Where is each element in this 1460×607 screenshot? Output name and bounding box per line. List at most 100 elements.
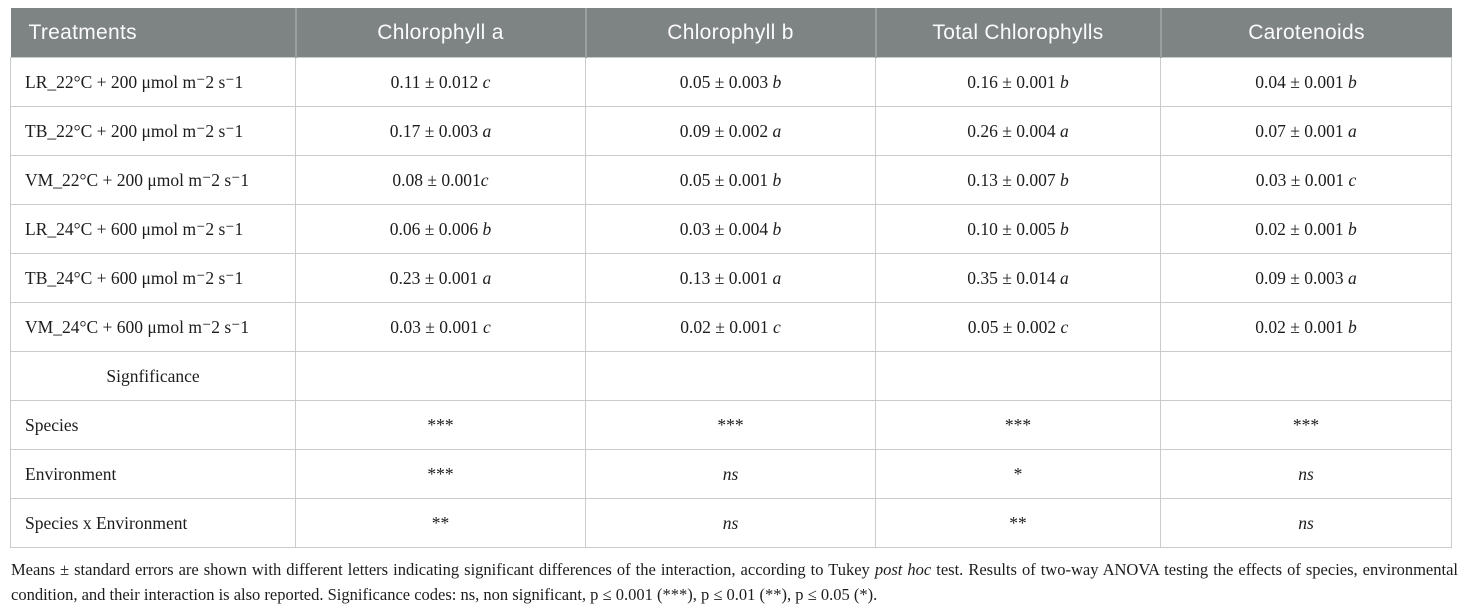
empty-cell (295, 351, 586, 401)
ns-value: ns (722, 512, 739, 533)
stars-value: * (1013, 463, 1023, 484)
significance-cell: *** (295, 449, 586, 499)
measurement-value: 0.02 ± 0.001 (1255, 316, 1348, 337)
measurement-value: 0.08 ± 0.001 (392, 169, 481, 190)
table-footnote: Means ± standard errors are shown with d… (11, 557, 1458, 607)
significance-letter: a (1059, 267, 1069, 288)
stars-value: *** (427, 463, 454, 484)
significance-letter: c (482, 316, 491, 337)
treatment-label: VM_24°C + 600 μmol m⁻2 s⁻1 (10, 302, 296, 352)
value-cell: 0.35 ± 0.014 a (875, 253, 1161, 303)
table-row: VM_24°C + 600 μmol m⁻2 s⁻1 0.03 ± 0.001 … (10, 302, 1452, 352)
value-cell: 0.07 ± 0.001 a (1160, 106, 1452, 156)
results-table: Treatments Chlorophyll a Chlorophyll b T… (10, 8, 1452, 548)
measurement-value: 0.11 ± 0.012 (390, 71, 483, 92)
measurement-value: 0.03 ± 0.001 (1255, 169, 1349, 190)
measurement-value: 0.13 ± 0.007 (967, 169, 1060, 190)
column-header-chlorophyll-a: Chlorophyll a (294, 8, 586, 58)
column-header-treatments: Treatments (10, 8, 296, 58)
value-cell: 0.26 ± 0.004 a (875, 106, 1161, 156)
value-cell: 0.05 ± 0.003 b (585, 57, 876, 107)
treatment-label: LR_22°C + 200 μmol m⁻2 s⁻1 (10, 57, 296, 107)
value-cell: 0.11 ± 0.012 c (295, 57, 586, 107)
value-cell: 0.08 ± 0.001c (295, 155, 586, 205)
value-cell: 0.02 ± 0.001 b (1160, 204, 1452, 254)
significance-cell: ** (295, 498, 586, 548)
significance-letter: c (772, 316, 781, 337)
measurement-value: 0.17 ± 0.003 (389, 120, 483, 141)
measurement-value: 0.03 ± 0.001 (390, 316, 483, 337)
measurement-value: 0.02 ± 0.001 (680, 316, 773, 337)
column-header-carotenoids: Carotenoids (1159, 8, 1452, 58)
significance-cell: *** (585, 400, 876, 450)
value-cell: 0.13 ± 0.001 a (585, 253, 876, 303)
stars-value: *** (717, 414, 744, 435)
significance-letter: a (1347, 120, 1357, 141)
significance-section-label: Signfificance (10, 351, 296, 401)
value-cell: 0.04 ± 0.001 b (1160, 57, 1452, 107)
measurement-value: 0.07 ± 0.001 (1255, 120, 1348, 141)
ns-value: ns (1298, 463, 1314, 484)
value-cell: 0.06 ± 0.006 b (295, 204, 586, 254)
anova-factor-label: Environment (10, 449, 296, 499)
measurement-value: 0.04 ± 0.001 (1255, 71, 1348, 92)
significance-cell: ** (875, 498, 1161, 548)
empty-cell (875, 351, 1161, 401)
treatment-label: TB_22°C + 200 μmol m⁻2 s⁻1 (10, 106, 296, 156)
stars-value: ** (431, 512, 450, 533)
measurement-value: 0.05 ± 0.001 (679, 169, 773, 190)
value-cell: 0.23 ± 0.001 a (295, 253, 586, 303)
value-cell: 0.16 ± 0.001 b (875, 57, 1161, 107)
value-cell: 0.05 ± 0.001 b (585, 155, 876, 205)
table-row: VM_22°C + 200 μmol m⁻2 s⁻1 0.08 ± 0.001c… (10, 155, 1452, 205)
significance-letter: a (772, 120, 782, 141)
column-header-total-chlorophylls: Total Chlorophylls (874, 8, 1161, 58)
ns-value: ns (1298, 512, 1314, 533)
significance-letter: b (772, 169, 782, 190)
anova-row-environment: Environment *** ns * ns (10, 449, 1452, 499)
footnote-italic-post-hoc: post hoc (874, 560, 932, 579)
table-body: LR_22°C + 200 μmol m⁻2 s⁻1 0.11 ± 0.012 … (10, 57, 1452, 548)
significance-letter: c (1060, 316, 1069, 337)
significance-cell: ns (1160, 498, 1452, 548)
anova-factor-label: Species (10, 400, 296, 450)
table-row: TB_24°C + 600 μmol m⁻2 s⁻1 0.23 ± 0.001 … (10, 253, 1452, 303)
treatment-label: VM_22°C + 200 μmol m⁻2 s⁻1 (10, 155, 296, 205)
measurement-value: 0.09 ± 0.002 (679, 120, 773, 141)
stars-value: *** (1004, 414, 1032, 435)
value-cell: 0.03 ± 0.004 b (585, 204, 876, 254)
table-row: LR_22°C + 200 μmol m⁻2 s⁻1 0.11 ± 0.012 … (10, 57, 1452, 107)
treatment-label: LR_24°C + 600 μmol m⁻2 s⁻1 (10, 204, 296, 254)
measurement-value: 0.05 ± 0.003 (679, 71, 773, 92)
value-cell: 0.05 ± 0.002 c (875, 302, 1161, 352)
significance-section-row: Signfificance (10, 351, 1452, 401)
significance-letter: b (1059, 218, 1069, 239)
treatment-label: TB_24°C + 600 μmol m⁻2 s⁻1 (10, 253, 296, 303)
measurement-value: 0.23 ± 0.001 (389, 267, 483, 288)
significance-letter: a (1059, 120, 1069, 141)
measurement-value: 0.35 ± 0.014 (967, 267, 1060, 288)
measurement-value: 0.26 ± 0.004 (967, 120, 1060, 141)
value-cell: 0.10 ± 0.005 b (875, 204, 1161, 254)
significance-letter: a (772, 267, 782, 288)
significance-cell: * (875, 449, 1161, 499)
column-header-chlorophyll-b: Chlorophyll b (584, 8, 876, 58)
table-row: LR_24°C + 600 μmol m⁻2 s⁻1 0.06 ± 0.006 … (10, 204, 1452, 254)
stars-value: *** (427, 414, 454, 435)
stars-value: *** (1292, 414, 1320, 435)
value-cell: 0.02 ± 0.001 c (585, 302, 876, 352)
measurement-value: 0.06 ± 0.006 (389, 218, 483, 239)
footnote-text-part2: test. Results of two-way ANOVA testing t… (11, 560, 1458, 604)
significance-cell: ns (1160, 449, 1452, 499)
significance-letter: c (482, 71, 491, 92)
value-cell: 0.09 ± 0.003 a (1160, 253, 1452, 303)
significance-letter: b (482, 218, 492, 239)
measurement-value: 0.05 ± 0.002 (967, 316, 1061, 337)
table-header: Treatments Chlorophyll a Chlorophyll b T… (10, 8, 1452, 58)
ns-value: ns (722, 463, 739, 484)
measurement-value: 0.09 ± 0.003 (1255, 267, 1348, 288)
significance-cell: *** (1160, 400, 1452, 450)
significance-letter: b (1347, 218, 1357, 239)
empty-cell (1160, 351, 1452, 401)
significance-letter: c (1348, 169, 1357, 190)
